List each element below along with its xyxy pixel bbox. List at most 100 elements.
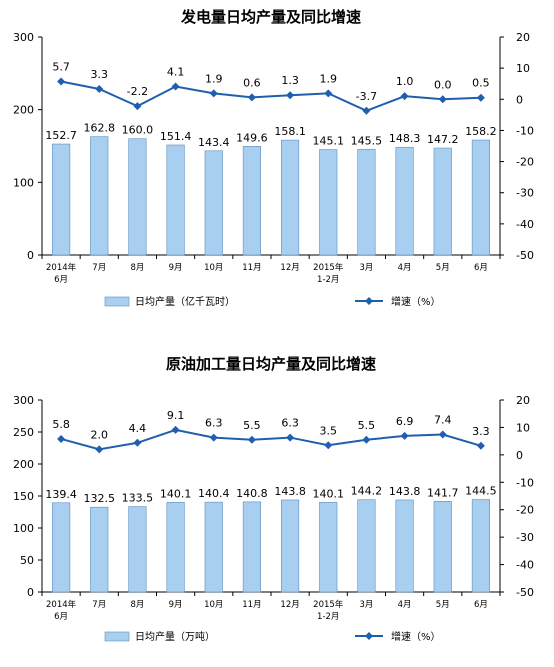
line-data-label: -3.7 — [356, 90, 377, 103]
bar-data-label: 145.5 — [351, 134, 383, 147]
bar — [395, 499, 414, 593]
x-tick-label: 2014年 — [46, 599, 77, 610]
bar-data-label: 141.7 — [427, 486, 459, 499]
line-data-label: 5.8 — [52, 418, 70, 431]
bar-data-label: 143.8 — [389, 485, 421, 498]
bar — [319, 502, 338, 593]
line-point — [209, 89, 218, 98]
y-left-tick-label: 150 — [13, 490, 34, 503]
x-tick-label: 11月 — [242, 263, 261, 273]
x-tick-label: 3月 — [359, 600, 373, 610]
bar — [52, 143, 71, 256]
bar-data-label: 139.4 — [45, 488, 77, 501]
y-right-tick-label: 0 — [516, 449, 523, 462]
bar-data-label: 149.6 — [236, 131, 268, 144]
growth-line — [60, 80, 481, 112]
x-tick-label: 1-2月 — [317, 275, 339, 285]
y-left-tick-label: 0 — [27, 249, 34, 262]
y-right-tick-label: -40 — [516, 218, 534, 231]
bar — [242, 145, 261, 256]
x-tick-label: 9月 — [169, 600, 183, 610]
x-tick-label: 3月 — [359, 263, 373, 273]
bar-data-label: 145.1 — [313, 135, 345, 148]
line-point — [438, 95, 447, 104]
y-right-tick-label: -30 — [516, 531, 534, 544]
line-data-label: 2.0 — [91, 428, 109, 441]
line-point — [57, 77, 66, 86]
x-tick-label: 7月 — [92, 263, 106, 273]
x-tick-label: 6月 — [54, 275, 68, 285]
x-tick-label: 8月 — [130, 263, 144, 273]
bar-data-label: 144.2 — [351, 485, 383, 498]
line-data-label: 6.3 — [205, 417, 223, 430]
x-tick-label: 7月 — [92, 600, 106, 610]
x-tick-label: 6月 — [54, 612, 68, 622]
bar — [319, 149, 338, 256]
bar — [281, 139, 300, 256]
y-left-tick-label: 300 — [13, 31, 34, 44]
line-point — [133, 102, 142, 111]
line-data-label: 5.7 — [52, 61, 70, 74]
line-point — [286, 91, 295, 100]
y-right-tick-label: 10 — [516, 421, 530, 434]
legend-line-label: 增速（%） — [391, 295, 441, 308]
line-data-label: 0.0 — [434, 78, 452, 91]
bar-data-label: 140.4 — [198, 487, 230, 500]
x-tick-label: 9月 — [169, 263, 183, 273]
chart-title: 发电量日均产量及同比增速 — [180, 8, 361, 26]
line-data-label: 0.5 — [472, 77, 490, 90]
x-tick-label: 5月 — [436, 263, 450, 273]
y-right-tick-label: -30 — [516, 187, 534, 200]
y-right-tick-label: -10 — [516, 476, 534, 489]
y-left-tick-label: 300 — [13, 394, 34, 407]
x-tick-label: 2015年 — [313, 599, 344, 610]
y-left-tick-label: 200 — [13, 104, 34, 117]
y-left-tick-label: 0 — [27, 586, 34, 599]
x-tick-label: 5月 — [436, 600, 450, 610]
bar — [204, 150, 223, 256]
line-data-label: -2.2 — [127, 85, 148, 98]
x-tick-label: 1-2月 — [317, 612, 339, 622]
line-point — [95, 85, 104, 94]
bar — [90, 136, 109, 256]
line-point — [400, 431, 409, 440]
bar-data-label: 148.3 — [389, 132, 421, 145]
y-left-tick-label: 50 — [20, 554, 34, 567]
bar-data-label: 132.5 — [84, 492, 116, 505]
line-data-label: 3.3 — [472, 425, 490, 438]
x-tick-label: 11月 — [242, 600, 261, 610]
bar — [471, 499, 490, 593]
y-right-tick-label: 0 — [516, 93, 523, 106]
growth-line — [60, 428, 482, 451]
bar — [281, 499, 300, 593]
bar — [128, 506, 147, 593]
y-right-tick-label: 20 — [516, 394, 530, 407]
x-tick-label: 10月 — [204, 263, 223, 273]
line-point — [324, 89, 333, 98]
bar — [357, 148, 376, 256]
bar-data-label: 140.8 — [236, 487, 268, 500]
line-point — [95, 445, 104, 454]
y-right-tick-label: -20 — [516, 156, 534, 169]
y-right-tick-label: 10 — [516, 62, 530, 75]
bar-data-label: 143.8 — [274, 485, 306, 498]
bar-data-label: 143.4 — [198, 136, 230, 149]
y-left-tick-label: 200 — [13, 458, 34, 471]
bar-data-label: 158.1 — [274, 125, 306, 138]
x-tick-label: 2015年 — [313, 262, 344, 273]
y-right-tick-label: -10 — [516, 124, 534, 137]
bar-data-label: 160.0 — [122, 124, 154, 137]
y-right-tick-label: -20 — [516, 504, 534, 517]
legend-line-marker — [365, 632, 373, 640]
line-data-label: 3.5 — [320, 424, 338, 437]
bar — [395, 146, 414, 256]
y-left-tick-label: 100 — [13, 176, 34, 189]
legend-bar-swatch — [104, 296, 130, 307]
bar — [166, 144, 185, 256]
legend-line-marker — [365, 297, 373, 305]
x-tick-label: 2014年 — [46, 262, 77, 273]
line-data-label: 4.1 — [167, 66, 185, 79]
bar — [166, 502, 185, 593]
